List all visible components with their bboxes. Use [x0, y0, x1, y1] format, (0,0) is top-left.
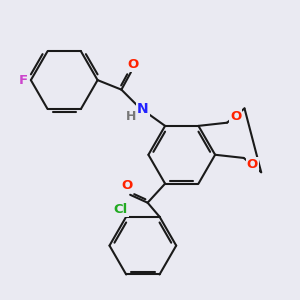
- Text: O: O: [247, 158, 258, 171]
- Text: O: O: [230, 110, 241, 123]
- Text: O: O: [127, 58, 138, 71]
- Text: Cl: Cl: [113, 203, 128, 216]
- Text: N: N: [137, 102, 148, 116]
- Text: O: O: [121, 179, 133, 192]
- Text: F: F: [18, 74, 28, 87]
- Text: H: H: [126, 110, 136, 123]
